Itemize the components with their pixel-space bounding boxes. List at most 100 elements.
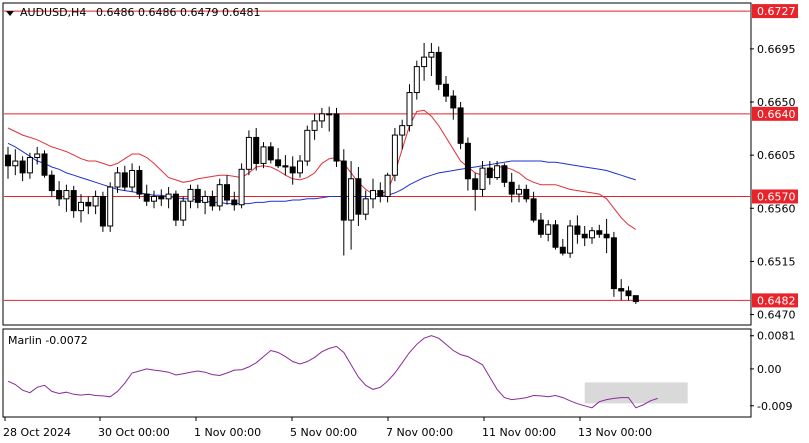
candle-body-up: [362, 198, 369, 215]
candle-body-down: [508, 181, 515, 195]
price-tick-label: 0.6470: [757, 309, 796, 322]
indicator-pane: [2, 328, 752, 418]
axis-layer: 0.6695 0.6650 0.6605 0.6560 0.6515 0.6470 0.00…: [3, 43, 796, 439]
candle-body-down: [486, 167, 493, 179]
candle: [581, 225, 588, 247]
candle: [625, 286, 632, 301]
candle: [464, 137, 471, 191]
candle-body-down: [530, 198, 537, 221]
candle-body-up: [516, 188, 522, 195]
candle-body-up: [151, 195, 157, 202]
candle: [70, 185, 77, 218]
level-label: 0.6570: [757, 190, 796, 203]
candle-body-down: [41, 153, 48, 176]
candle: [443, 76, 449, 103]
candle-body-down: [559, 246, 566, 254]
candle: [318, 107, 325, 128]
candle-body-down: [523, 188, 530, 200]
candle-body-up: [114, 172, 121, 188]
candle-body-down: [209, 195, 216, 207]
marlin-oscillator-line: [7, 335, 658, 409]
price-tick-label: 0.6650: [757, 96, 796, 109]
osc-tick-label: -0.009: [757, 400, 792, 413]
candle: [143, 184, 150, 206]
candle: [209, 190, 216, 211]
candle: [238, 163, 245, 209]
candle-body-up: [413, 66, 420, 94]
candle-body-down: [70, 190, 77, 212]
time-tick-label: 30 Oct 00:00: [98, 426, 170, 439]
candle-body-down: [275, 159, 282, 167]
candle-body-down: [143, 193, 150, 202]
candle-body-up: [567, 225, 574, 254]
price-tick-label: 0.6515: [757, 255, 796, 268]
candle-body-up: [78, 201, 84, 212]
candle: [603, 218, 610, 254]
candle: [574, 215, 581, 244]
candle: [479, 161, 486, 197]
candle: [63, 184, 70, 212]
candle: [158, 189, 165, 206]
symbol-dropdown-icon[interactable]: [6, 11, 14, 16]
price-tick-label: 0.6560: [757, 202, 796, 215]
candle: [413, 60, 420, 100]
candle: [567, 220, 574, 258]
candle-body-up: [494, 165, 501, 179]
candle-body-up: [187, 188, 194, 202]
candle: [12, 149, 19, 176]
time-tick-label: 1 Nov 00:00: [194, 426, 261, 439]
candle: [216, 178, 223, 211]
candle: [114, 166, 121, 193]
candle-body-up: [428, 51, 435, 58]
candle: [596, 224, 603, 238]
candle-body-up: [34, 153, 41, 159]
main-price-pane: [2, 2, 752, 326]
candle: [610, 231, 617, 297]
candle: [187, 184, 194, 209]
candle: [508, 172, 515, 203]
oscillator-layer: [7, 335, 658, 409]
candle-body-down: [610, 237, 617, 290]
candle-body-down: [450, 95, 457, 109]
candle: [282, 155, 289, 176]
candle-body-down: [355, 178, 362, 215]
candle: [172, 190, 179, 226]
candle-body-down: [19, 160, 26, 174]
candle-body-down: [537, 219, 544, 235]
candle: [253, 127, 260, 171]
candle: [494, 161, 501, 180]
candle: [224, 175, 230, 205]
candle: [202, 190, 209, 215]
candle-body-up: [216, 184, 223, 207]
candle-body-up: [318, 113, 325, 122]
candle: [92, 190, 99, 215]
candle: [297, 155, 303, 178]
candle: [107, 182, 114, 232]
candle-body-down: [289, 166, 296, 174]
candle-body-up: [129, 169, 136, 188]
candle: [34, 146, 41, 165]
candle-body-down: [231, 199, 238, 206]
candle-body-down: [603, 233, 610, 239]
candle-body-up: [348, 178, 355, 221]
candle: [377, 182, 384, 203]
candle-body-down: [5, 154, 11, 167]
candle-body-down: [464, 142, 471, 180]
candle: [421, 42, 428, 81]
price-tick-label: 0.6695: [757, 43, 796, 56]
time-tick-label: 28 Oct 2024: [3, 426, 71, 439]
candle-body-down: [596, 230, 603, 235]
candle-body-down: [136, 169, 143, 195]
candle: [370, 178, 376, 209]
candle-body-up: [297, 160, 303, 174]
candle: [355, 166, 362, 226]
candle: [486, 161, 493, 185]
candle-body-up: [245, 136, 252, 170]
osc-tick-label: 0.00: [757, 363, 782, 376]
candle-body-up: [238, 168, 245, 206]
candle-body-up: [384, 174, 391, 197]
candle: [589, 227, 595, 244]
candle: [194, 184, 201, 209]
candle: [78, 194, 84, 223]
candle-body-up: [107, 186, 114, 227]
